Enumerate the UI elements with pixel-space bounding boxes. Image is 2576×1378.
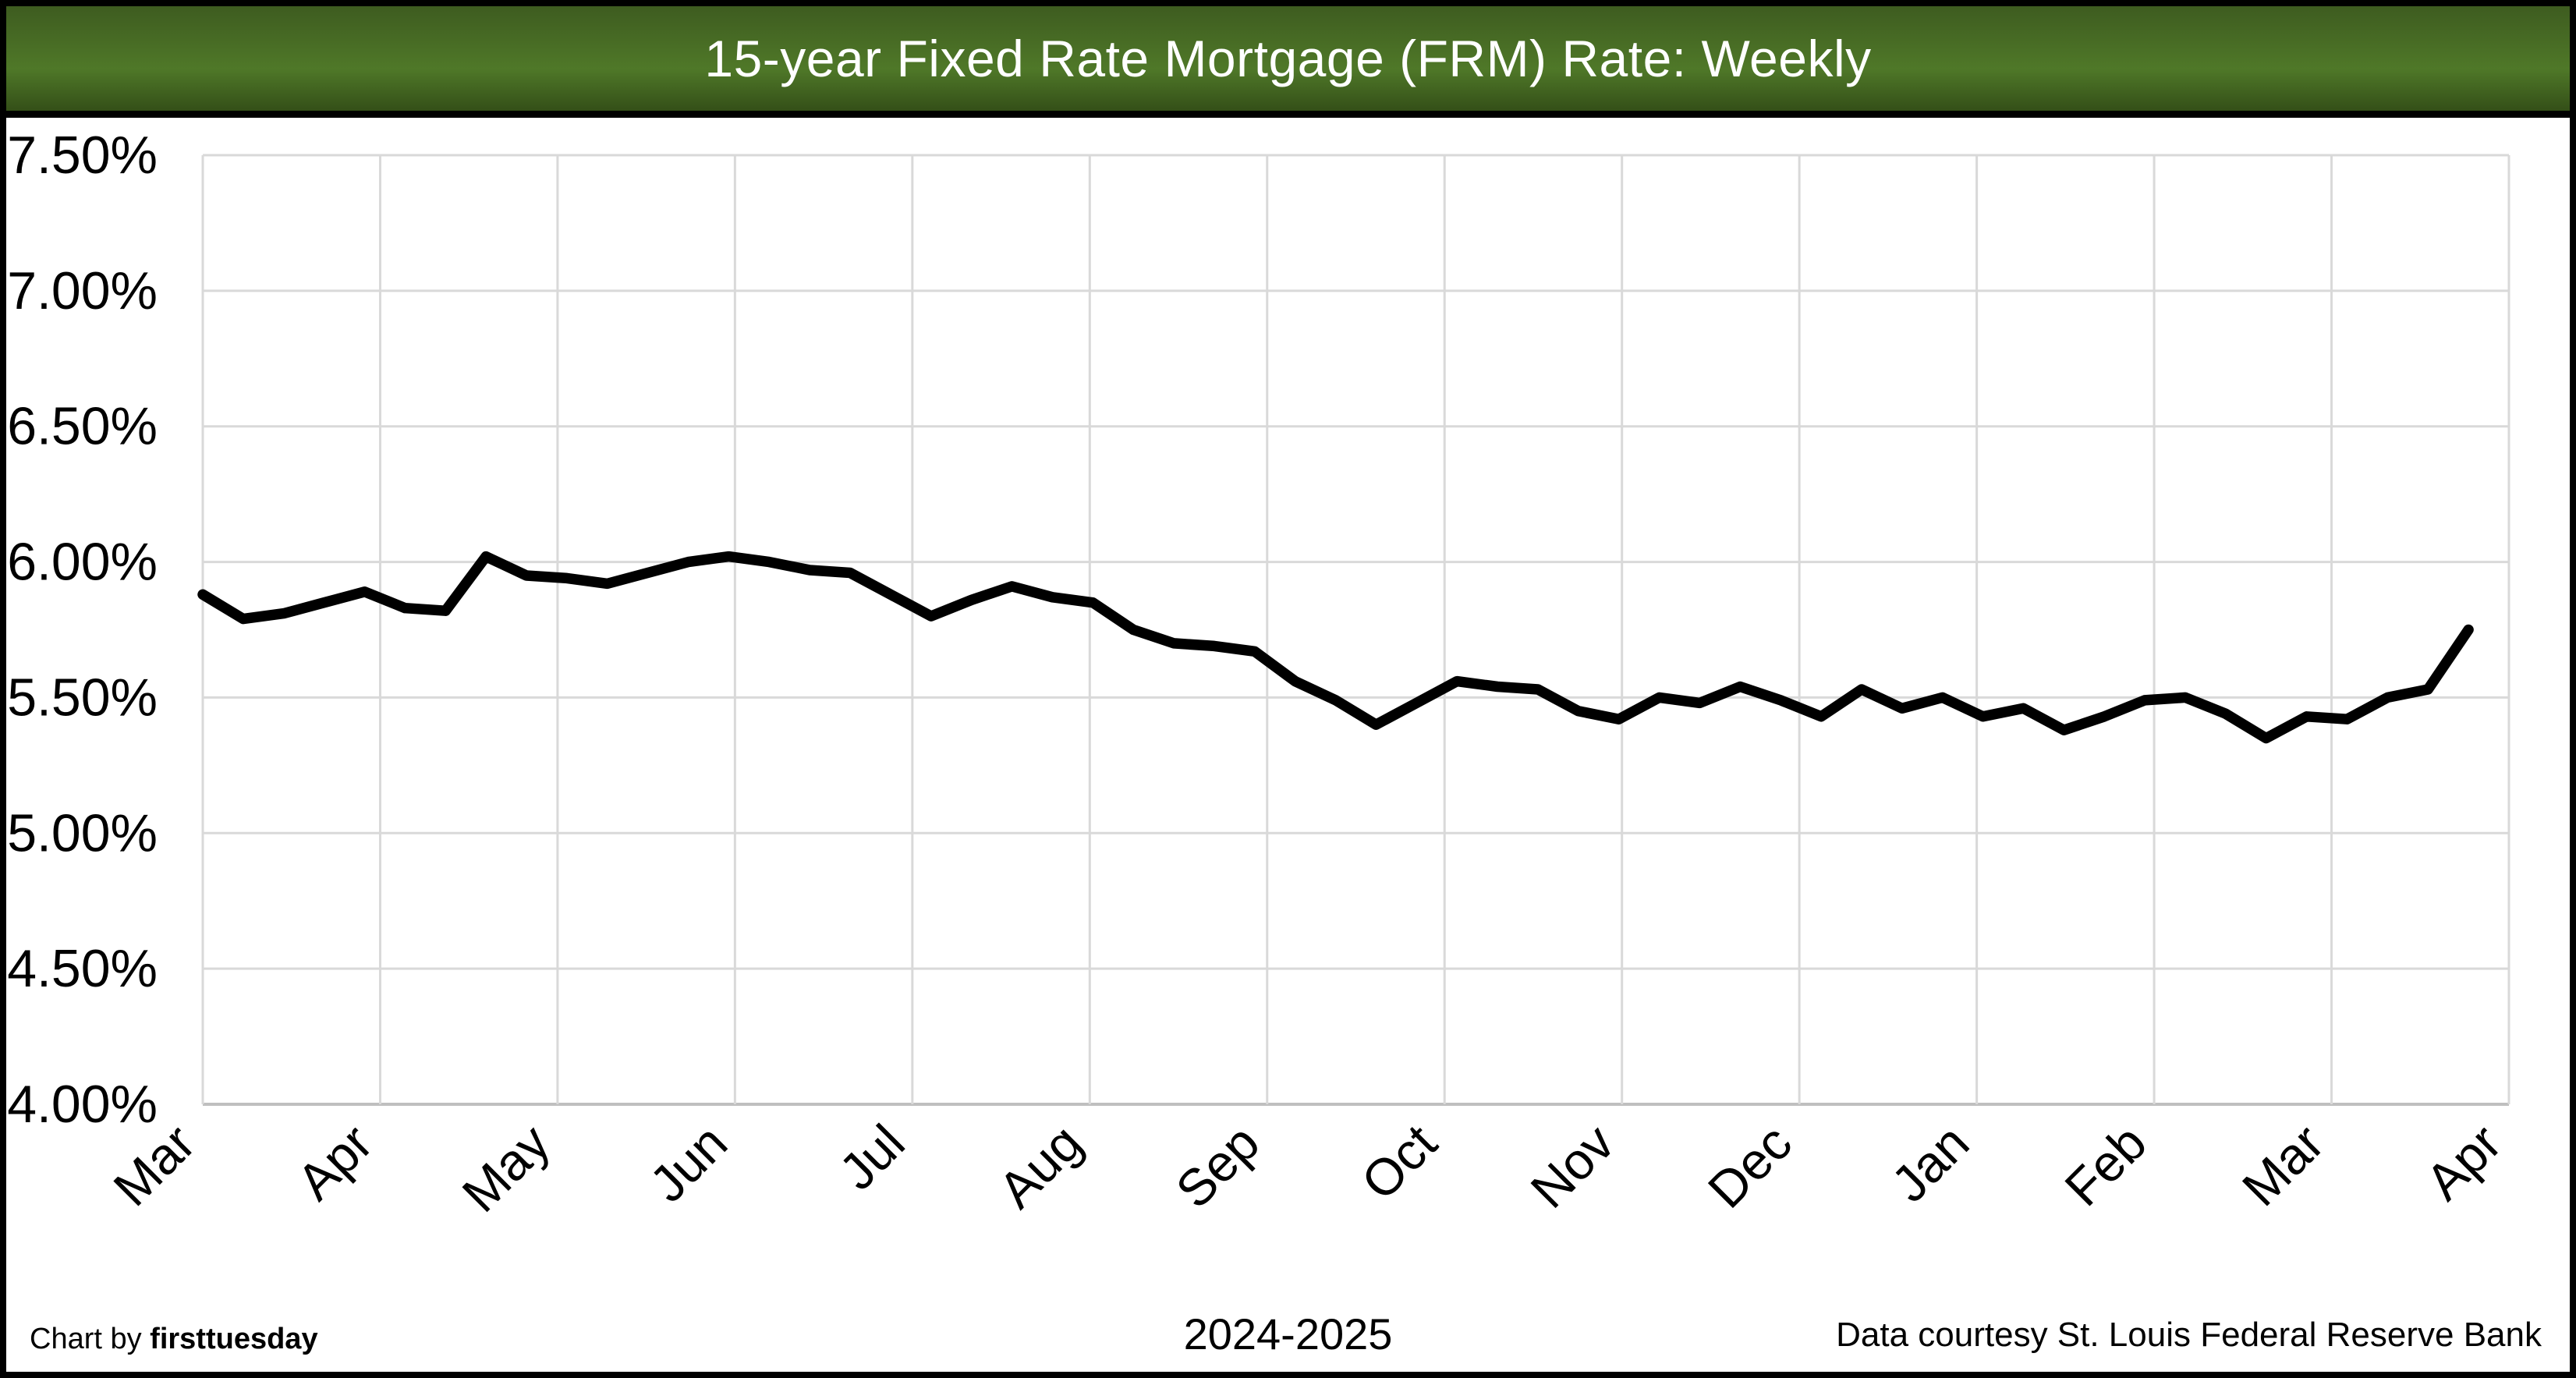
y-axis-tick-label: 4.50% (7, 939, 158, 998)
x-axis-tick-label: Jun (639, 1114, 739, 1213)
x-axis-tick-label: May (451, 1114, 560, 1223)
x-axis-tick-label: Jul (828, 1114, 916, 1201)
y-axis-tick-label: 7.00% (7, 261, 158, 321)
chart-area: 7.50% 7.00% 6.50% 6.00% 5.50% 5.00% 4.50% 4.00%… (6, 118, 2570, 1372)
y-axis-tick-label: 4.00% (7, 1075, 158, 1134)
x-axis-tick-label: Nov (1519, 1114, 1625, 1219)
x-axis-tick-label: Sep (1164, 1114, 1270, 1219)
x-axis-tick-label: Feb (2053, 1114, 2157, 1217)
x-axis-tick-label: Jan (1880, 1114, 1980, 1213)
frm-weekly-line-chart: 7.50% 7.00% 6.50% 6.00% 5.50% 5.00% 4.50% 4.00%… (7, 126, 2512, 1223)
x-axis-tick-label: Apr (2415, 1114, 2512, 1211)
x-axis-tick-label: Oct (1350, 1114, 1447, 1211)
chart-title-bar: 15-year Fixed Rate Mortgage (FRM) Rate: … (6, 6, 2570, 118)
chart-title: 15-year Fixed Rate Mortgage (FRM) Rate: … (704, 30, 1872, 87)
x-axis-labels: Mar Apr May Jun Jul Aug Sep Oct Nov Dec Jan Feb Mar A… (102, 1114, 2512, 1223)
gridlines (201, 154, 2510, 1106)
x-axis-tick-label: Apr (285, 1114, 383, 1211)
y-axis-tick-label: 6.00% (7, 533, 158, 592)
y-axis-tick-label: 6.50% (7, 397, 158, 456)
x-axis-tick-label: Mar (2231, 1114, 2335, 1217)
frm-rate-line (197, 551, 2474, 744)
y-axis-tick-label: 7.50% (7, 126, 158, 185)
y-axis-tick-label: 5.50% (7, 668, 158, 727)
x-axis-tick-label: Dec (1697, 1114, 1802, 1219)
y-axis-labels: 7.50% 7.00% 6.50% 6.00% 5.50% 5.00% 4.50% 4.00% (7, 126, 158, 1134)
y-axis-tick-label: 5.00% (7, 803, 158, 863)
x-axis-tick-label: Aug (987, 1114, 1093, 1219)
